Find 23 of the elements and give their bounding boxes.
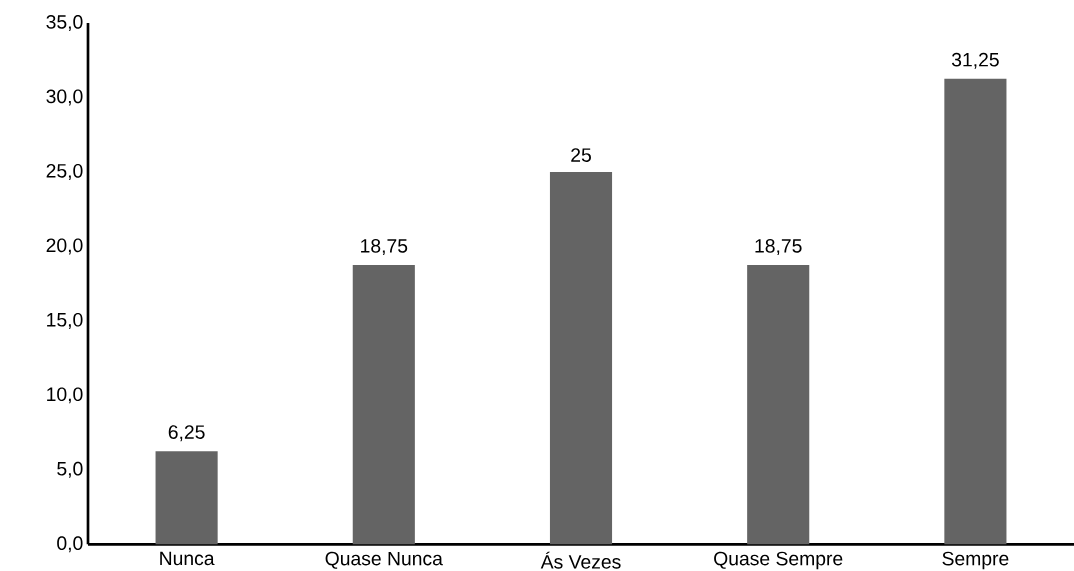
bar bbox=[155, 451, 218, 545]
y-tick-label: 15,0 bbox=[47, 312, 83, 329]
bar bbox=[747, 265, 810, 545]
bar bbox=[352, 265, 415, 545]
y-tick-label: 5,0 bbox=[57, 461, 83, 478]
data-label: 31,25 bbox=[951, 52, 999, 69]
y-tick-label: 0,0 bbox=[57, 536, 83, 553]
y-tick-label: 20,0 bbox=[46, 238, 83, 255]
data-label: 18,75 bbox=[361, 239, 408, 255]
data-label: 18,75 bbox=[755, 239, 802, 255]
y-tick-label: 30,0 bbox=[46, 89, 83, 106]
x-tick-label: Quase Sempre bbox=[714, 551, 843, 570]
y-tick-label: 35,0 bbox=[46, 15, 83, 31]
bar bbox=[549, 171, 613, 545]
bar bbox=[944, 78, 1007, 545]
y-tick-label: 25,0 bbox=[46, 163, 83, 180]
x-tick-label: Sempre bbox=[942, 551, 1009, 570]
data-label: 6,25 bbox=[168, 425, 205, 442]
x-tick-label: Ás Vezes bbox=[540, 551, 621, 569]
y-tick-label: 10,0 bbox=[47, 387, 83, 404]
x-tick-label: Nunca bbox=[160, 551, 215, 566]
data-label: 25 bbox=[571, 148, 591, 162]
x-tick-label: Quase Nunca bbox=[325, 551, 443, 569]
